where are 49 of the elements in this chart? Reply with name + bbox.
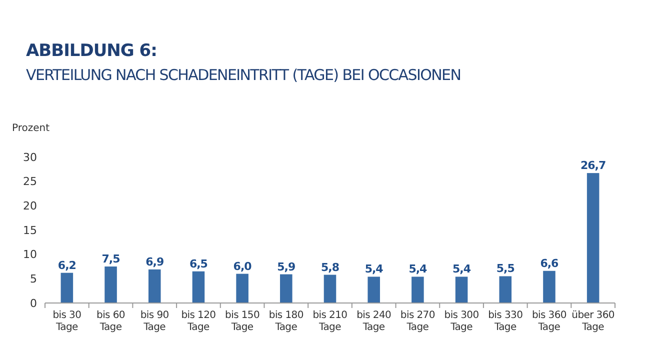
data-label: 5,8	[321, 260, 339, 274]
bar	[148, 269, 161, 303]
y-tick-label: 30	[23, 150, 37, 164]
data-label: 26,7	[580, 159, 606, 172]
x-tick-label: bis 300 Tage	[444, 310, 479, 333]
bar	[280, 274, 292, 303]
x-tick-label: bis 270 Tage	[400, 310, 435, 333]
data-label: 5,4	[364, 262, 384, 276]
data-label: 6,0	[233, 260, 252, 273]
x-tick-label: bis 180 Tage	[268, 310, 304, 333]
y-tick-label: 10	[23, 248, 37, 262]
x-tick-label: bis 240 Tage	[356, 310, 392, 333]
y-tick-label: 5	[30, 272, 37, 286]
data-label: 5,9	[277, 260, 296, 274]
bar	[499, 276, 512, 303]
x-tick-label: bis 120 Tage	[181, 310, 216, 333]
bar	[586, 173, 600, 303]
data-label: 5,4	[408, 262, 428, 276]
x-tick-label: über 360 Tage	[572, 310, 614, 333]
y-axis-title: Prozent	[12, 123, 50, 134]
bar	[104, 266, 117, 303]
data-label: 6,9	[146, 255, 164, 268]
x-tick-label: bis 210 Tage	[312, 310, 348, 333]
y-tick-label: 15	[23, 224, 37, 237]
bar	[192, 271, 205, 303]
x-tick-label: bis 90 Tage	[140, 310, 169, 333]
y-tick-label: 20	[23, 200, 37, 213]
data-label: 6,2	[58, 258, 76, 272]
data-label: 6,5	[189, 257, 208, 270]
bar	[60, 272, 74, 303]
x-tick-label: bis 360 Tage	[532, 310, 566, 333]
chart-title: ABBILDUNG 6:	[26, 41, 157, 61]
y-tick-label: 0	[30, 296, 37, 310]
bar	[543, 270, 556, 303]
x-tick-label: bis 60 Tage	[96, 310, 125, 333]
bar	[368, 276, 380, 303]
data-label: 5,4	[452, 262, 472, 276]
bar	[236, 274, 248, 303]
data-label: 7,5	[102, 252, 120, 266]
chart-subtitle: VERTEILUNG NACH SCHADENEINTRITT (TAGE) BEI OCCASIONEN	[26, 66, 461, 84]
data-label: 6,6	[540, 256, 560, 270]
x-tick-label: bis 330 Tage	[488, 310, 523, 333]
bar	[324, 274, 336, 303]
x-tick-label: bis 30 Tage	[52, 310, 82, 333]
bar	[455, 276, 468, 303]
y-tick-label: 25	[23, 175, 37, 188]
x-tick-label: bis 150 Tage	[225, 310, 260, 333]
data-label: 5,5	[496, 262, 514, 276]
bar	[412, 276, 424, 303]
